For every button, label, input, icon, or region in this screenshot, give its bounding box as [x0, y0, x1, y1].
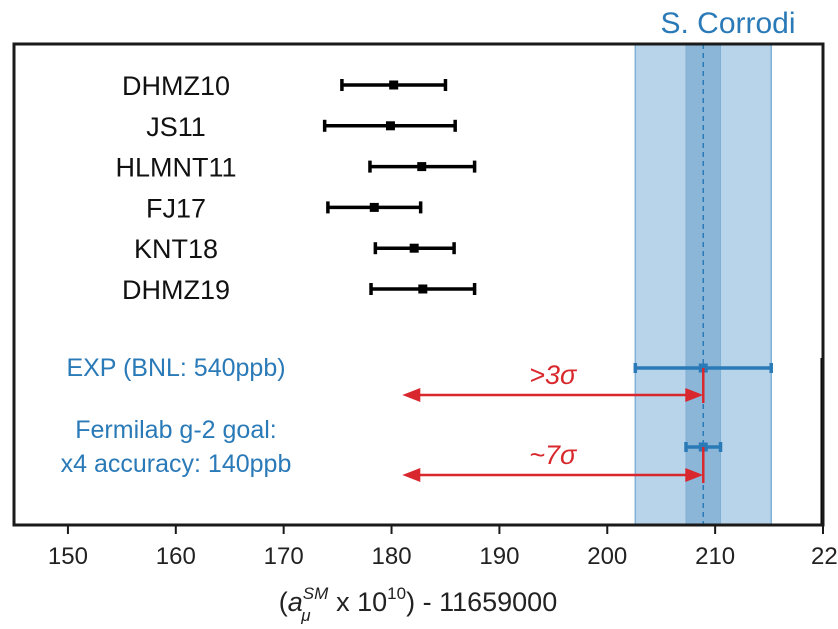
theory-row: KNT18: [134, 234, 456, 264]
plot-frame: [12, 42, 825, 527]
theory-point: [369, 202, 379, 212]
theory-point: [409, 243, 419, 253]
theory-row: HLMNT11: [115, 153, 477, 183]
corner-label: S. Corrodi: [660, 7, 795, 40]
tension-label: >3σ: [529, 360, 578, 390]
theory-label: DHMZ10: [122, 71, 230, 101]
x-axis-label-open: (: [279, 587, 288, 617]
x-axis-label-times: x 10: [329, 587, 388, 617]
theory-points: DHMZ10 JS11 HLMNT11 FJ17 KNT18 DHMZ19: [115, 71, 477, 305]
tension-arrow: >3σ: [402, 360, 705, 403]
theory-row: DHMZ19: [122, 275, 477, 305]
x-tick-label: 220: [811, 543, 838, 570]
x-axis-label-power: 10: [387, 584, 406, 603]
theory-label: JS11: [146, 112, 206, 142]
theory-row: JS11: [146, 112, 457, 142]
theory-row: FJ17: [146, 193, 423, 223]
x-tick-label: 190: [479, 543, 519, 570]
experiment-label: x4 accuracy: 140ppb: [61, 450, 292, 478]
theory-row: DHMZ10: [122, 71, 448, 101]
tension-label: ~7σ: [529, 440, 578, 470]
theory-point: [418, 284, 428, 294]
tension-arrow: ~7σ: [402, 440, 705, 483]
experiment-label: EXP (BNL: 540ppb): [66, 354, 285, 382]
theory-point: [385, 121, 395, 131]
x-axis: 150 160 170 180 190 200 210 220: [48, 525, 838, 570]
theory-label: HLMNT11: [115, 153, 236, 183]
x-tick-label: 200: [587, 543, 627, 570]
tension-arrows: >3σ ~7σ: [402, 360, 705, 483]
theory-label: DHMZ19: [122, 275, 230, 305]
arrow-head-right: [685, 388, 704, 402]
x-axis-label: (aSM μ x 1010) - 11659000: [279, 584, 557, 624]
theory-label: KNT18: [134, 234, 218, 264]
x-axis-label-symbol: a: [288, 587, 303, 617]
theory-point: [417, 162, 427, 172]
theory-point: [389, 80, 399, 90]
x-tick-label: 180: [372, 543, 412, 570]
arrow-head-left: [402, 388, 421, 402]
arrow-head-right: [685, 468, 704, 482]
experiment-row: Fermilab g-2 goal: x4 accuracy: 140ppb: [61, 416, 723, 478]
x-tick-label: 150: [48, 543, 88, 570]
arrow-head-left: [402, 468, 421, 482]
x-tick-label: 210: [695, 543, 735, 570]
x-axis-label-tail: ) - 11659000: [406, 587, 557, 617]
theory-label: FJ17: [146, 193, 206, 223]
x-tick-label: 170: [264, 543, 304, 570]
experiment-label: Fermilab g-2 goal:: [75, 416, 276, 444]
x-tick-label: 160: [156, 543, 196, 570]
x-axis-label-superscript: SM: [303, 584, 329, 603]
x-axis-label-subscript: μ: [300, 606, 311, 624]
